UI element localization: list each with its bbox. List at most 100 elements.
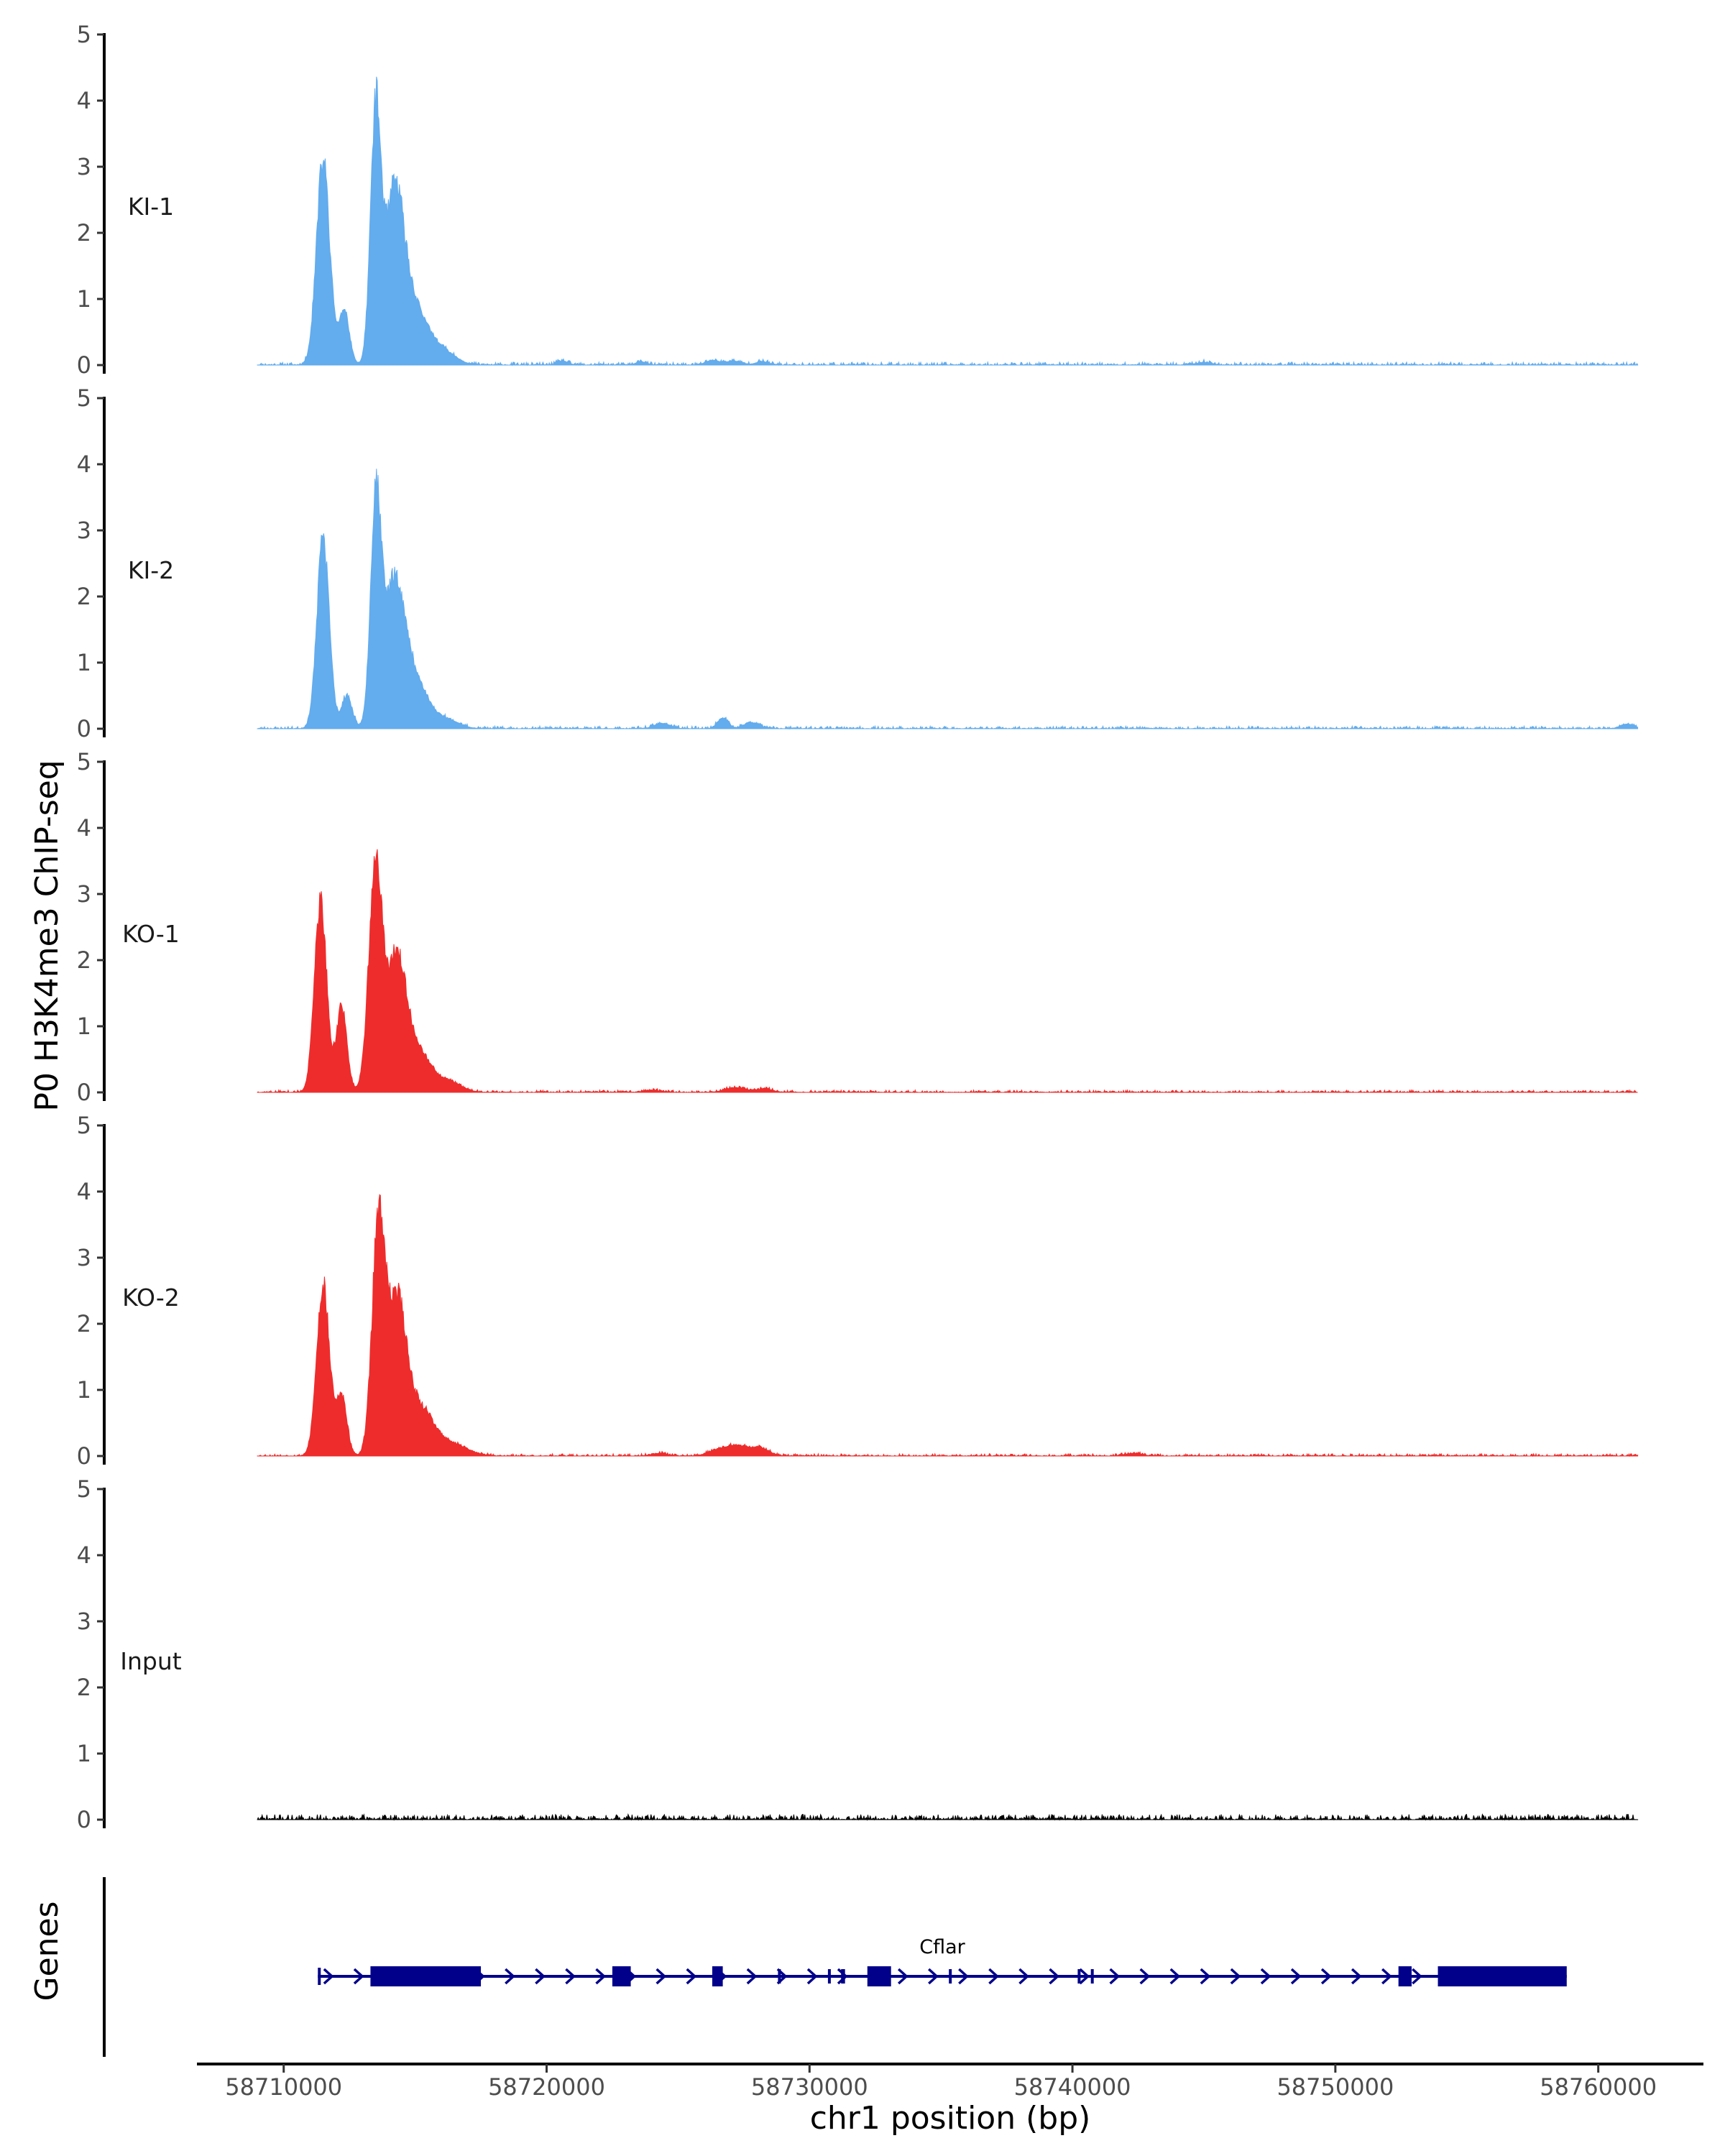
x-axis-title: chr1 position (bp) xyxy=(810,2100,1091,2137)
y-tick-label: 3 xyxy=(77,1244,91,1271)
strand-arrow xyxy=(897,1968,908,1985)
strand-arrow xyxy=(1381,1968,1392,1985)
y-tick-label: 2 xyxy=(77,1310,91,1337)
y-tick-label: 5 xyxy=(77,748,91,775)
y-tick-label: 0 xyxy=(77,1806,91,1833)
exon xyxy=(778,1969,781,1984)
y-axis-title: P0 H3K4me3 ChIP-seq xyxy=(29,760,65,1111)
strand-arrow xyxy=(806,1968,818,1985)
strand-arrow xyxy=(1230,1968,1241,1985)
track-label: KI-1 xyxy=(128,193,174,221)
strand-arrow xyxy=(1079,1968,1090,1985)
track-label: KO-2 xyxy=(122,1284,180,1312)
coverage-area-ko-2 xyxy=(257,1194,1639,1457)
y-tick-label: 3 xyxy=(77,1608,91,1635)
y-tick-label: 4 xyxy=(77,1178,91,1205)
gene-track-title: Genes xyxy=(29,1901,65,2001)
y-tick-label: 3 xyxy=(77,517,91,544)
gene-name-label: Cflar xyxy=(919,1936,965,1958)
y-tick-label: 0 xyxy=(77,715,91,742)
track-ki-1: 0 1 2 3 4 5 KI-1 xyxy=(77,21,1639,379)
exon xyxy=(1090,1969,1094,1984)
y-tick-label: 0 xyxy=(77,1442,91,1470)
track-label: KO-1 xyxy=(122,920,180,948)
strand-arrow xyxy=(565,1968,576,1985)
gene-track: Cflar xyxy=(103,1877,1567,2057)
strand-arrow xyxy=(1109,1968,1121,1985)
x-axis: 58710000 58720000 58730000 58740000 58750000… xyxy=(197,2063,1703,2101)
y-tick-label: 1 xyxy=(77,1013,91,1040)
x-tick-label: 58730000 xyxy=(751,2073,868,2101)
x-tick-label: 58720000 xyxy=(488,2073,605,2101)
x-tick-label: 58760000 xyxy=(1540,2073,1657,2101)
exon xyxy=(712,1966,723,1986)
y-tick-label: 2 xyxy=(77,1674,91,1701)
y-tick-label: 5 xyxy=(77,384,91,412)
strand-arrow xyxy=(505,1968,515,1985)
y-tick-label: 2 xyxy=(77,583,91,610)
strand-arrow xyxy=(928,1968,939,1985)
strand-arrow xyxy=(837,1968,848,1985)
y-tick-label: 3 xyxy=(77,153,91,180)
strand-arrow xyxy=(1320,1968,1332,1985)
coverage-area-ki-2 xyxy=(257,469,1639,730)
track-ko-2: 0 1 2 3 4 5 KO-2 xyxy=(77,1112,1639,1470)
strand-arrow xyxy=(656,1968,667,1985)
coverage-area-ko-1 xyxy=(257,849,1638,1094)
strand-arrow xyxy=(988,1968,999,1985)
strand-arrow xyxy=(535,1968,546,1985)
strand-arrow xyxy=(1049,1968,1060,1985)
y-tick-label: 0 xyxy=(77,1079,91,1106)
y-tick-label: 1 xyxy=(77,649,91,676)
exon xyxy=(612,1966,631,1986)
strand-arrow xyxy=(1169,1968,1181,1985)
coverage-area-input xyxy=(257,1812,1639,1821)
strand-arrow xyxy=(1412,1968,1422,1985)
y-tick-label: 4 xyxy=(77,814,91,842)
exon xyxy=(1438,1966,1567,1986)
strand-arrow xyxy=(1018,1968,1030,1985)
strand-arrow xyxy=(1351,1968,1362,1985)
x-tick-label: 58750000 xyxy=(1276,2073,1394,2101)
strand-arrow xyxy=(1200,1968,1211,1985)
track-ko-1: 0 1 2 3 4 5 KO-1 xyxy=(77,748,1638,1106)
strand-arrow xyxy=(1260,1968,1271,1985)
exon xyxy=(867,1966,891,1986)
y-tick-label: 5 xyxy=(77,1475,91,1503)
exon xyxy=(1077,1969,1081,1984)
y-tick-label: 4 xyxy=(77,1542,91,1569)
strand-arrow xyxy=(595,1968,607,1985)
strand-arrow xyxy=(958,1968,969,1985)
strand-arrow xyxy=(686,1968,697,1985)
track-ki-2: 0 1 2 3 4 5 KI-2 xyxy=(77,384,1639,742)
y-tick-label: 2 xyxy=(77,219,91,247)
exon xyxy=(949,1969,952,1984)
y-tick-label: 3 xyxy=(77,880,91,908)
strand-arrow xyxy=(1139,1968,1151,1985)
y-tick-label: 4 xyxy=(77,87,91,114)
exon xyxy=(1398,1966,1412,1986)
y-tick-label: 5 xyxy=(77,21,91,48)
y-tick-label: 5 xyxy=(77,1112,91,1139)
y-tick-label: 0 xyxy=(77,351,91,379)
y-tick-label: 2 xyxy=(77,946,91,974)
y-tick-label: 1 xyxy=(77,1740,91,1767)
track-input: 0 1 2 3 4 5 Input xyxy=(77,1475,1639,1833)
strand-arrow xyxy=(323,1968,334,1985)
y-tick-label: 1 xyxy=(77,285,91,313)
x-tick-label: 58740000 xyxy=(1014,2073,1131,2101)
y-tick-label: 4 xyxy=(77,451,91,478)
x-tick-label: 58710000 xyxy=(225,2073,342,2101)
strand-arrow xyxy=(746,1968,758,1985)
y-tick-label: 1 xyxy=(77,1376,91,1404)
coverage-tracks: 0 1 2 3 4 5 KI-1 0 1 2 3 4 5 KI-2 0 1 2 3 4 5 KO-1 0 1 2 3 4 5 KO-2… xyxy=(77,21,1639,1833)
exon xyxy=(827,1969,831,1984)
coverage-area-ki-1 xyxy=(257,76,1639,367)
strand-arrow xyxy=(1290,1968,1302,1985)
exon xyxy=(841,1969,845,1984)
track-label: Input xyxy=(120,1647,182,1675)
track-label: KI-2 xyxy=(128,556,174,584)
strand-arrow xyxy=(353,1968,364,1985)
exon xyxy=(370,1966,482,1986)
